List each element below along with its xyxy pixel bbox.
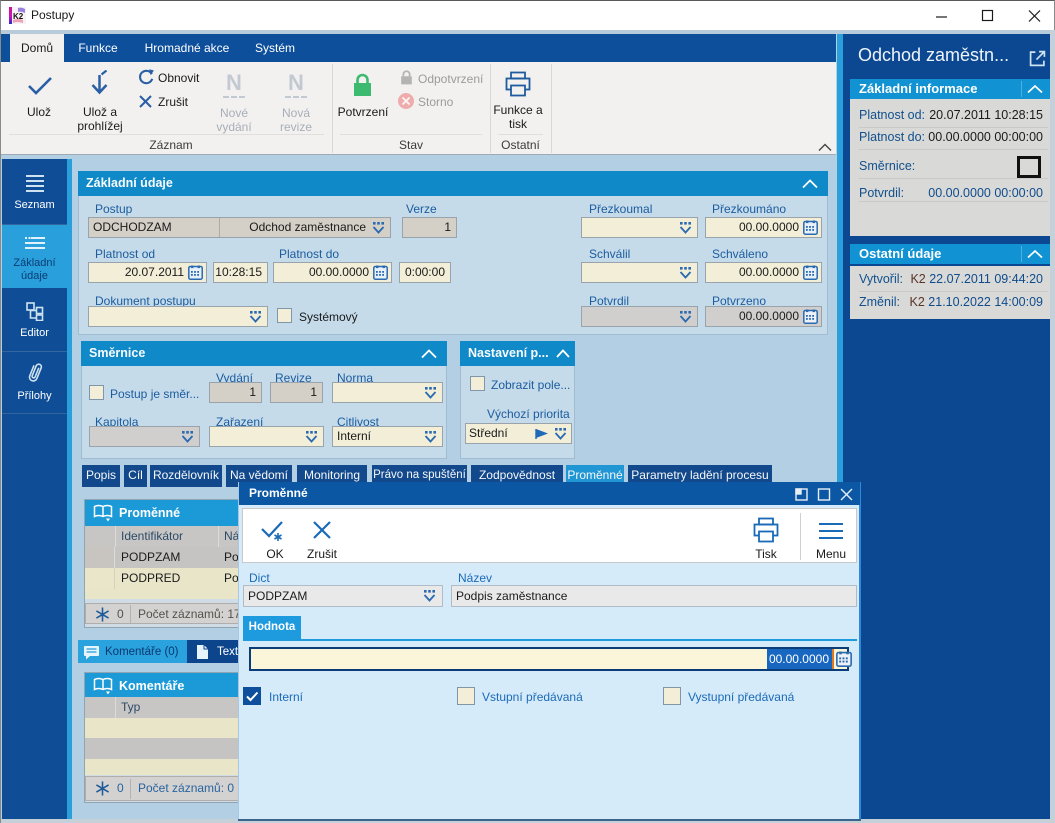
svg-text:K2: K2 <box>13 12 24 21</box>
